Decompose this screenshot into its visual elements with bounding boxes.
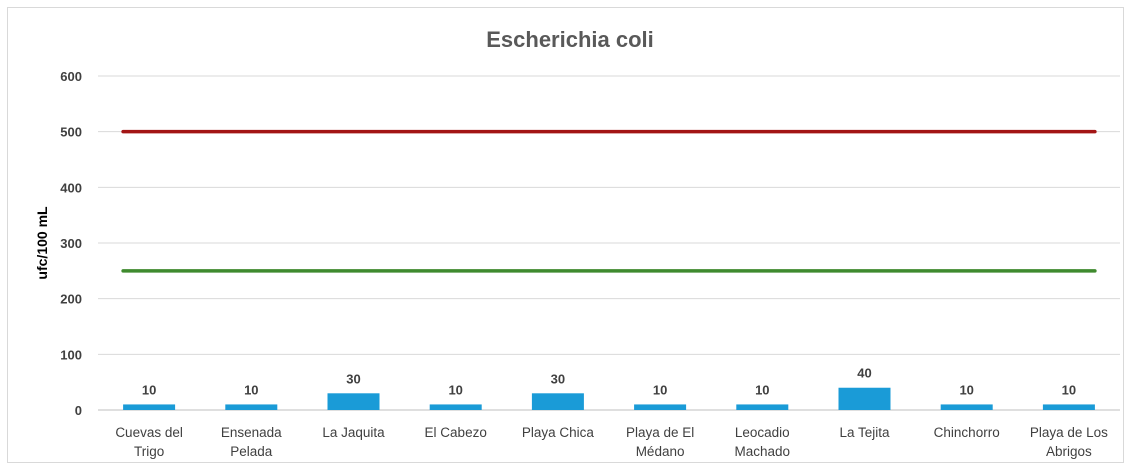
chart-title: Escherichia coli [486, 27, 654, 52]
x-tick-labels: Cuevas del Trigo Ensenada Pelada La Jaquita E… [115, 425, 1108, 459]
bar-0 [123, 404, 176, 410]
bar-4 [531, 393, 584, 410]
bar-2 [327, 393, 380, 410]
gridlines [98, 75, 1120, 411]
bar-6 [736, 404, 789, 410]
y-tick-600: 600 [60, 69, 82, 84]
x-tick-7: La Tejita [839, 425, 890, 440]
bar-8 [940, 404, 993, 410]
data-label-2: 30 [346, 371, 360, 386]
data-label-3: 10 [448, 382, 462, 397]
reference-lines [121, 129, 1097, 273]
bars [123, 387, 1095, 410]
data-label-1: 10 [244, 382, 258, 397]
y-tick-100: 100 [60, 347, 82, 362]
x-tick-9: Playa de Los Abrigos [1030, 425, 1108, 459]
data-label-0: 10 [142, 382, 156, 397]
chart-frame [7, 7, 1124, 463]
data-label-9: 10 [1062, 382, 1076, 397]
y-tick-200: 200 [60, 292, 82, 307]
x-tick-6: Leocadio Machado [735, 425, 791, 459]
data-label-8: 10 [959, 382, 973, 397]
bar-1 [225, 404, 278, 410]
y-tick-400: 400 [60, 180, 82, 195]
x-tick-0: Cuevas del Trigo [115, 425, 183, 459]
y-tick-labels: 0 100 200 300 400 500 600 [60, 69, 82, 418]
bar-5 [634, 404, 687, 410]
data-label-5: 10 [653, 382, 667, 397]
x-tick-2: La Jaquita [322, 425, 385, 440]
bar-3 [429, 404, 482, 410]
y-tick-500: 500 [60, 125, 82, 140]
x-tick-4: Playa Chica [522, 425, 595, 440]
data-label-4: 30 [551, 371, 565, 386]
bar-7 [838, 387, 891, 410]
data-labels: 10 10 30 10 30 10 10 40 10 10 [142, 366, 1076, 398]
x-tick-3: El Cabezo [425, 425, 487, 440]
x-tick-5: Playa de El Médano [626, 425, 694, 459]
y-axis-label: ufc/100 mL [34, 206, 50, 280]
data-label-7: 40 [857, 366, 871, 381]
x-tick-8: Chinchorro [934, 425, 1000, 440]
bar-9 [1042, 404, 1095, 410]
y-tick-300: 300 [60, 236, 82, 251]
x-tick-1: Ensenada Pelada [221, 425, 282, 459]
data-label-6: 10 [755, 382, 769, 397]
y-tick-0: 0 [75, 403, 82, 418]
